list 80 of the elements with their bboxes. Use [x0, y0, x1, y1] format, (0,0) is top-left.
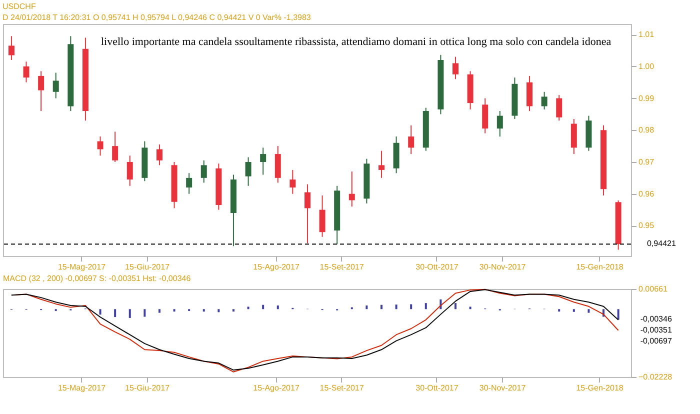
- bar: [410, 304, 412, 310]
- bar: [173, 309, 176, 312]
- bar: [202, 309, 205, 312]
- x-tick-label: 15-Ago-2017: [253, 384, 300, 392]
- y-tick-label: 0.97: [638, 157, 655, 166]
- bar: [218, 309, 220, 312]
- x-tick-label: 15-Set-2017: [320, 384, 364, 392]
- x-tick-label: 15-Mag-2017: [58, 262, 106, 272]
- x-tick-label: 15-Set-2017: [320, 262, 364, 272]
- chart-title: MACD (32 , 200) -0,00697 S: -0,00351 Hst: -0,00346: [3, 274, 192, 283]
- candlestick: [260, 147, 266, 176]
- candlestick: [408, 124, 414, 155]
- annotation: -0,00697: [640, 336, 672, 346]
- x-tick-label: 30-Ott-2017: [416, 384, 459, 392]
- bar: [588, 309, 590, 313]
- bar: [144, 309, 146, 317]
- x-tick-label: 15-Gen-2018: [576, 384, 624, 392]
- candlestick: [319, 194, 326, 238]
- x-tick-label: 15-Gen-2018: [576, 262, 624, 272]
- candlestick: [274, 146, 281, 184]
- candlestick: [556, 94, 562, 122]
- annotation: -0,00351: [640, 326, 672, 335]
- bar: [558, 309, 560, 312]
- candlestick: [570, 118, 577, 155]
- candlestick: [23, 61, 30, 83]
- bar: [380, 304, 382, 310]
- y-tick-label: 1.00: [638, 62, 655, 71]
- bar: [454, 303, 456, 310]
- x-tick-label: 30-Nov-2017: [479, 262, 526, 272]
- bar: [276, 305, 279, 310]
- bar: [158, 309, 160, 313]
- candlestick: [186, 172, 192, 194]
- bar: [617, 309, 620, 320]
- y-tick-label: 0.00661: [638, 284, 668, 294]
- ref-line-label: 0,94421: [647, 239, 676, 248]
- y-tick-label: 0.95: [638, 221, 655, 230]
- chart-subtitle: D 24/01/2018 T 16:20:31 O 0,95741 H 0,95794 L 0,94246 C 0,94421 V 0 Var% -1,3983: [2, 13, 312, 22]
- candlestick: [97, 136, 104, 156]
- candlestick: [541, 91, 548, 110]
- candlestick: [126, 155, 133, 186]
- candlestick: [156, 144, 162, 166]
- candlestick: [112, 131, 118, 162]
- annotation: -0,00346: [640, 314, 672, 324]
- chart-title: USDCHF: [2, 2, 36, 11]
- annotation: livello importante ma candela ssoultamente ribassista, attendiamo domani in ottica long ma solo con candela idonea: [101, 36, 612, 48]
- bar: [247, 306, 250, 310]
- bar: [99, 309, 102, 315]
- bar: [128, 309, 131, 318]
- x-tick-label: 15-Ago-2017: [253, 262, 300, 272]
- candlestick: [348, 171, 355, 208]
- x-tick-label: 30-Nov-2017: [479, 384, 526, 392]
- y-tick-label: −0.02228: [638, 372, 673, 382]
- bar: [114, 309, 116, 318]
- x-tick-label: 15-Giu-2017: [125, 262, 170, 272]
- bar: [395, 304, 398, 310]
- y-tick-label: 0.96: [638, 189, 655, 198]
- x-tick-label: 15-Mag-2017: [58, 384, 106, 392]
- candlestick: [8, 36, 14, 61]
- candlestick: [378, 150, 384, 178]
- candlestick: [482, 98, 488, 134]
- bar: [424, 303, 427, 310]
- y-tick-label: 0.98: [638, 126, 655, 135]
- candlestick: [496, 110, 503, 137]
- bar: [469, 306, 472, 310]
- candlestick: [52, 72, 59, 99]
- bar: [366, 305, 368, 310]
- y-tick-label: 1.01: [638, 30, 655, 40]
- candlestick: [526, 75, 533, 112]
- candlestick: [200, 160, 207, 184]
- candlestick: [245, 156, 252, 186]
- candlestick: [290, 169, 296, 194]
- x-tick-label: 30-Ott-2017: [416, 262, 459, 272]
- bar: [232, 309, 234, 312]
- x-tick-label: 15-Giu-2017: [125, 384, 170, 392]
- candlestick: [452, 56, 458, 80]
- bar: [262, 304, 264, 310]
- bar: [572, 309, 575, 312]
- candlestick: [304, 184, 310, 244]
- candlestick: [38, 70, 44, 112]
- y-tick-label: 0.99: [638, 94, 655, 103]
